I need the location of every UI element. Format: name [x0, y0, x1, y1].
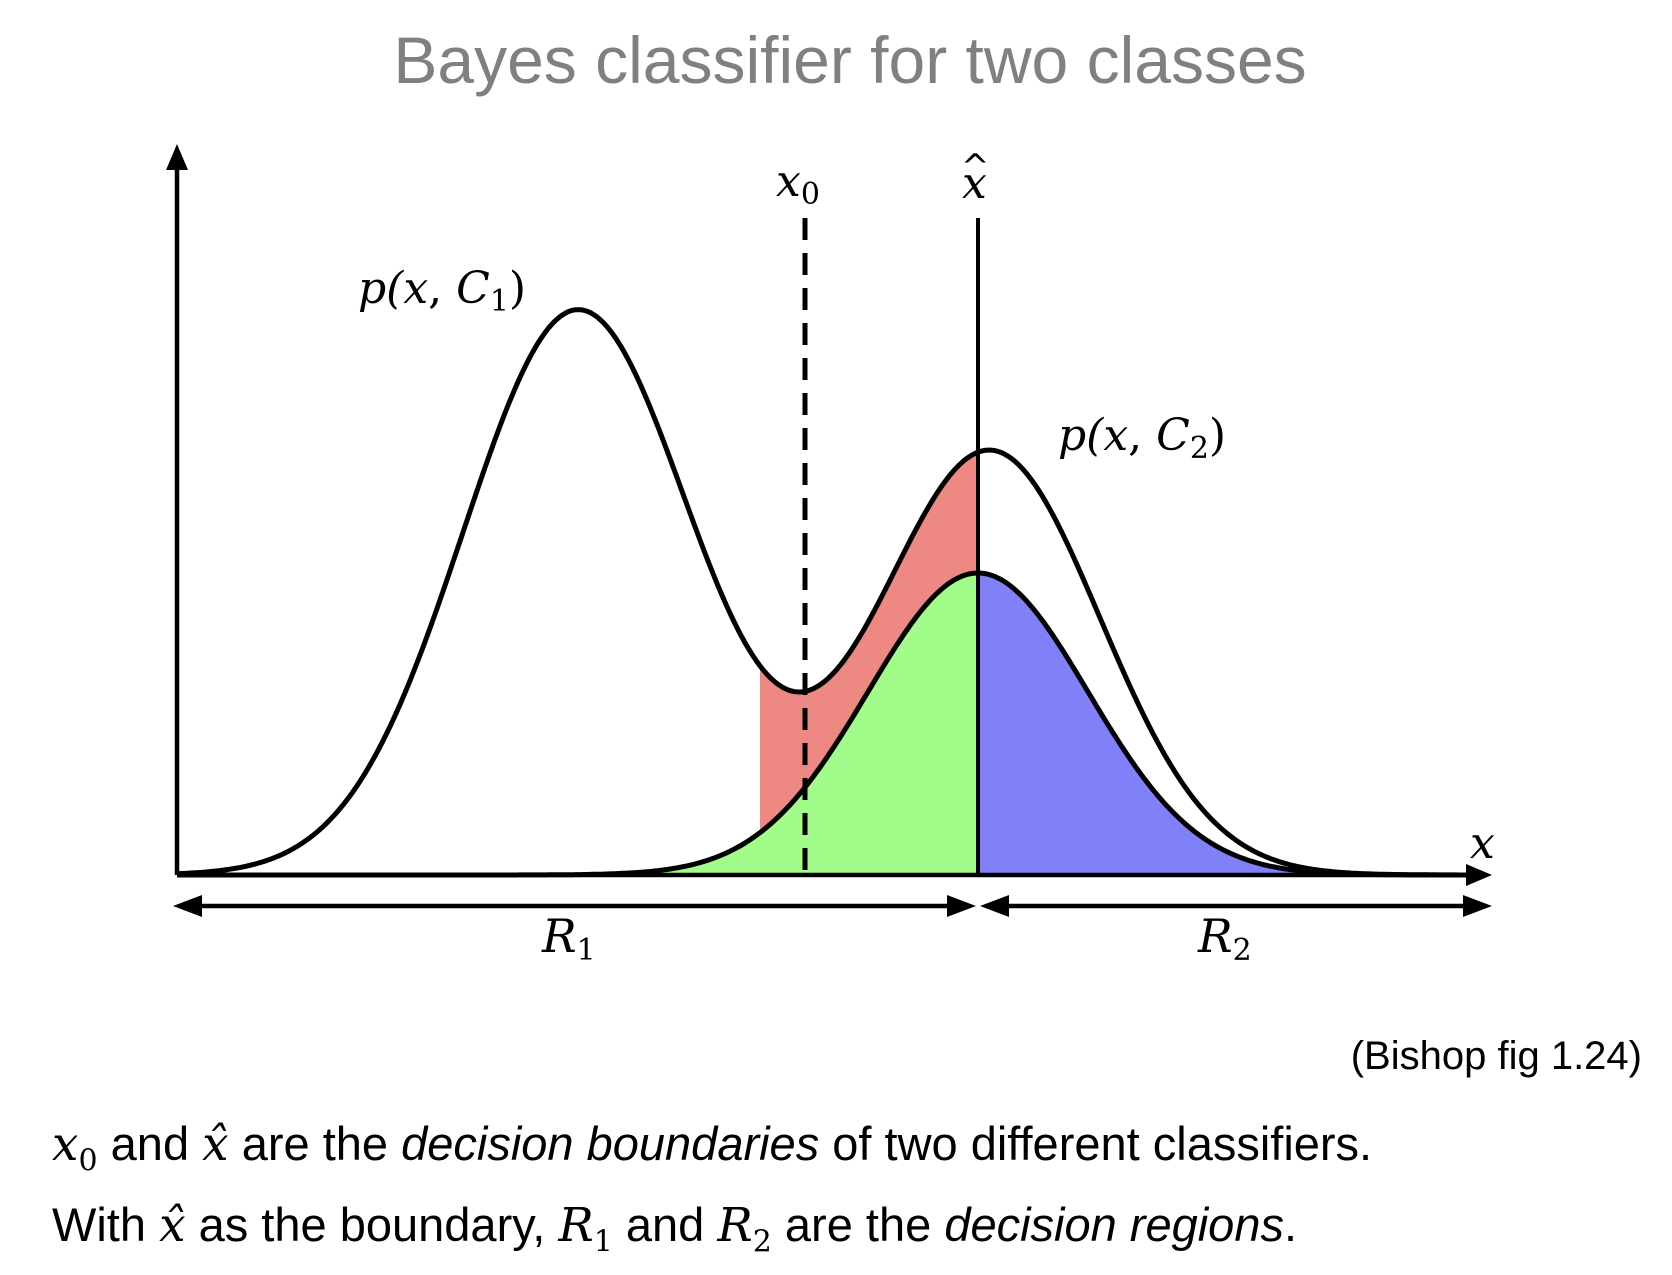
- caption-line-1: x0 and x̂ are the decision boundaries of…: [52, 1117, 1373, 1179]
- xhat-label: x: [962, 158, 987, 209]
- y-axis-arrowhead: [166, 144, 188, 170]
- x-axis-label: x: [1470, 818, 1495, 869]
- x-axis-arrowhead: [1466, 864, 1492, 886]
- curve2-label: p(x, C2): [1058, 410, 1226, 466]
- curve-p-x-c1: [176, 307, 1469, 878]
- xhat-symbol: x̂: [202, 1117, 229, 1172]
- bayes-diagram: p(x, C1) p(x, C2) x0 x ^ x R1 R2: [166, 144, 1495, 968]
- region2-arrowhead-left: [980, 895, 1009, 917]
- curve-p-x-c2: [177, 570, 1469, 878]
- r2-symbol: R2: [717, 1198, 772, 1260]
- region2-label: R2: [1197, 909, 1252, 968]
- xhat-symbol: x̂: [159, 1198, 186, 1254]
- caption: x0 and x̂ are the decision boundaries of…: [52, 1112, 1652, 1275]
- x0-label: x0: [776, 156, 820, 212]
- caption-line-2: With x̂ as the boundary, R1 and R2 are t…: [52, 1198, 1298, 1260]
- x0-symbol: x0: [52, 1117, 98, 1179]
- citation: (Bishop fig 1.24): [1350, 1034, 1642, 1078]
- region1-arrowhead-left: [173, 895, 202, 917]
- page-title: Bayes classifier for two classes: [393, 23, 1307, 97]
- region1-label: R1: [541, 909, 596, 968]
- red-error-region: [760, 452, 978, 833]
- xhat-hat-glyph: ^: [961, 147, 990, 187]
- region2-arrowhead-right: [1463, 895, 1492, 917]
- region1-arrowhead-right: [947, 895, 976, 917]
- r1-symbol: R1: [558, 1198, 613, 1260]
- curve1-label: p(x, C1): [358, 263, 526, 319]
- blue-error-region: [978, 573, 1300, 875]
- green-error-region: [560, 573, 978, 875]
